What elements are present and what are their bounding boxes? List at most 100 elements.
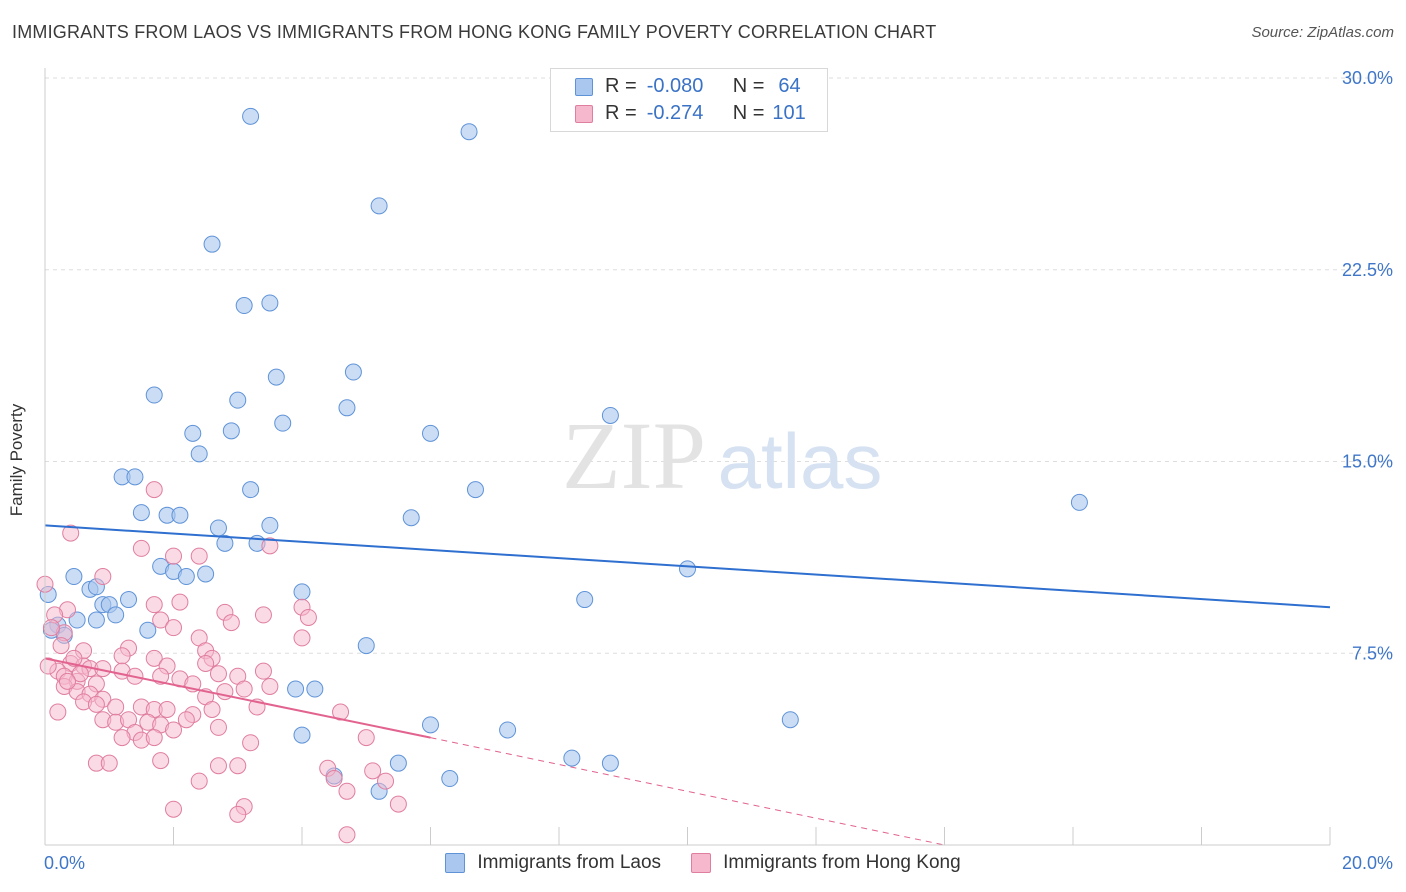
hk-point [325,770,343,788]
hk-point [58,672,76,690]
laos-point [107,606,125,624]
hk-point [364,762,382,780]
hk-point [177,711,195,729]
laos-point [229,391,247,409]
hk-point [299,608,317,626]
hk-points [36,481,407,844]
hk-point [190,547,208,565]
laos-point [422,716,439,734]
legend-n-label: N = [732,75,765,97]
legend-row-hk: R = -0.274 N = 101 [575,102,806,125]
laos-point [87,611,105,629]
laos-point [222,422,240,440]
hk-point [145,729,163,747]
laos-point [1070,493,1088,511]
legend-row-laos: R = -0.080 N = 64 [575,75,801,98]
hk-point [229,805,247,823]
laos-point [344,363,362,381]
laos-point [242,107,260,125]
hk-point [293,629,311,647]
watermark-zip: ZIP [562,402,706,509]
legend-swatch-laos [575,77,593,96]
hk-point [222,614,240,632]
hk-point [209,665,227,683]
hk-point [357,729,375,747]
grid-layer [45,77,1392,654]
laos-point [338,399,356,417]
laos-point [184,424,202,442]
chart-title: IMMIGRANTS FROM LAOS VS IMMIGRANTS FROM … [12,22,937,42]
trend-layer [44,524,1331,846]
laos-point [197,565,215,583]
hk-point [113,647,131,665]
legend-swatch-hk [575,104,593,123]
series-legend-hk[interactable]: Immigrants from Hong Kong [691,852,961,874]
hk-point [62,524,80,542]
hk-point [42,619,60,637]
hk-point [107,698,125,716]
hk-point [389,795,407,813]
hk-point [209,718,227,736]
series-legend-laos[interactable]: Immigrants from Laos [445,852,661,874]
laos-point [216,534,234,552]
hk-point [145,649,163,667]
legend-r-value: -0.274 [646,102,704,124]
source-credit: Source: ZipAtlas.com [1251,24,1394,41]
laos-point [563,749,581,767]
laos-point [190,445,208,463]
hk-point [113,729,131,747]
laos-point [274,414,292,432]
laos-point [499,721,517,739]
series-legend: Immigrants from Laos Immigrants from Hon… [0,852,1406,874]
laos-point [209,519,227,537]
hk-point [94,568,112,586]
legend-r-label: R = [605,75,637,97]
hk-point [338,782,356,800]
laos-point [306,680,324,698]
laos-point [267,368,285,386]
laos-point [402,509,420,527]
laos-point [287,680,305,698]
series-swatch-laos [445,853,466,873]
hk-point [100,754,118,772]
laos-point [171,506,189,524]
hk-point [165,547,182,565]
hk-point [145,481,163,499]
y-axis-label: Family Poverty [7,403,26,517]
series-swatch-hk [691,853,712,873]
correlation-legend: R = -0.080 N = 64 R = -0.274 N = 101 [550,68,828,132]
axis-layer: 7.5% 15.0% 22.5% 30.0% 0.0% 20.0% [44,68,1393,873]
watermark-atlas: atlas [718,417,883,505]
laos-point [235,297,253,315]
laos-point [293,583,311,601]
laos-trend-line [44,524,1331,609]
legend-n-label: N = [732,102,765,124]
hk-point [152,611,170,629]
laos-point [357,637,375,655]
x-tick-label: 20.0% [1342,853,1393,873]
laos-point [441,770,459,788]
y-tick-label: 22.5% [1342,260,1393,280]
laos-point [466,481,484,499]
hk-trend-line [44,657,431,739]
laos-point [203,235,221,253]
hk-point [145,596,163,614]
hk-point [190,772,208,790]
hk-point [65,649,83,667]
legend-n-value: 64 [778,75,801,97]
legend-r-value: -0.080 [646,75,704,97]
hk-point [152,752,170,770]
hk-point [254,662,272,680]
laos-point [65,568,83,586]
laos-point [177,568,195,586]
laos-point [370,197,388,215]
laos-point [576,591,594,609]
series-name-laos: Immigrants from Laos [477,852,662,873]
laos-point [422,424,439,442]
laos-point [389,754,407,772]
y-tick-label: 15.0% [1342,452,1393,472]
laos-point [139,621,157,639]
laos-point [132,504,150,522]
laos-point [679,560,696,578]
